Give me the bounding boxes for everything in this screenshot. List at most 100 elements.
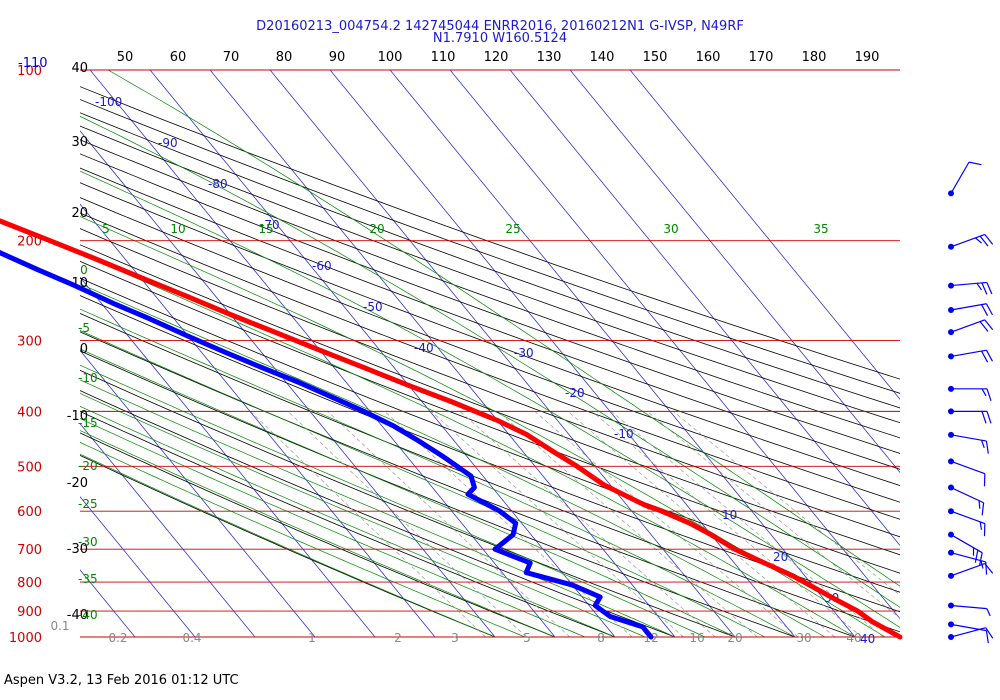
wind-barb-flag (981, 502, 985, 516)
moist-adiabat-line (80, 405, 616, 637)
dry-adiabat-label: 25 (505, 222, 520, 236)
wind-barb-staff (950, 233, 986, 248)
wind-barb-flag (981, 350, 989, 363)
dry-adiabat-line (80, 295, 900, 613)
wind-barb-staff (950, 627, 986, 638)
top-temp-tick-label: 50 (117, 50, 134, 65)
wind-barb-staff (950, 281, 987, 287)
pressure-tick-label: 500 (17, 460, 42, 475)
wind-barb (948, 281, 993, 295)
moist-adiabat-line (80, 330, 766, 637)
isotherm-line (80, 422, 256, 637)
isotherm-line (149, 70, 616, 637)
isotherm-label: -90 (158, 136, 178, 150)
moist-adiabat-line (80, 393, 646, 637)
dry-adiabat-label: 10 (170, 222, 185, 236)
mixing-ratio-label: 1 (308, 631, 316, 645)
top-temp-tick-label: 60 (170, 50, 187, 65)
wind-barb (948, 458, 986, 487)
moist-adiabat-label: 0 (80, 263, 88, 277)
isotherm-line (80, 276, 376, 637)
isotherm-label: -30 (514, 346, 534, 360)
chart-subtitle: N1.7910 W160.5124 (432, 31, 568, 46)
mixing-ratio-line (497, 411, 758, 637)
wind-barb-staff (950, 552, 986, 563)
isotherm-line (629, 70, 900, 400)
dry-adiabat-line (80, 112, 900, 409)
wind-barb-staff (950, 486, 984, 504)
dry-adiabat-line (80, 228, 900, 538)
mixing-ratio-label: 20 (727, 631, 742, 645)
temperature-trace (0, 218, 903, 640)
mixing-ratio-label: 3 (451, 631, 459, 645)
wind-barb-flag (979, 521, 983, 530)
top-temp-tick-label: 170 (749, 50, 774, 65)
wind-barb-staff (950, 434, 987, 442)
wind-barb-flag (968, 161, 982, 166)
mixing-ratio-label: 5 (523, 631, 531, 645)
height-tick-label: 20 (71, 206, 88, 221)
moist-adiabat-label: -5 (78, 321, 90, 335)
plot-area (80, 70, 900, 637)
top-temp-tick-label: 150 (643, 50, 668, 65)
wind-barb-flag (984, 234, 994, 245)
top-temp-tick-label: 110 (431, 50, 456, 65)
moist-adiabat-line (80, 418, 586, 637)
moist-adiabat-line (80, 453, 496, 637)
wind-barb (948, 385, 992, 402)
dry-adiabat-line (80, 313, 900, 633)
isotherm-label: -40 (414, 341, 434, 355)
moist-adiabat-label: -10 (78, 371, 98, 385)
isotherm-label: -50 (363, 300, 383, 314)
mixing-ratio-label: 30 (796, 631, 811, 645)
wind-barb-flag (979, 321, 989, 332)
dry-adiabat-line (80, 197, 900, 503)
mixing-ratio-label: 16 (689, 631, 704, 645)
wind-barb (948, 161, 982, 197)
wind-barb-staff (950, 349, 987, 358)
top-temp-tick-label: 100 (378, 50, 403, 65)
wind-barb (948, 549, 988, 575)
mixing-ratio-label: 0.4 (182, 631, 201, 645)
pressure-tick-label: 300 (17, 335, 42, 350)
moist-adiabat-label: -15 (78, 416, 98, 430)
wind-barb (948, 484, 985, 516)
moist-adiabat-label: -40 (78, 608, 98, 622)
top-temp-tick-label: 70 (223, 50, 240, 65)
height-tick-label: -20 (67, 476, 88, 491)
moist-adiabat-line (80, 348, 736, 637)
wind-barb-flag (974, 550, 979, 563)
top-temp-tick-label: 180 (802, 50, 827, 65)
moist-adiabat-label: -25 (78, 497, 98, 511)
isotherm-line (80, 130, 496, 637)
moist-adiabat-line (80, 216, 886, 637)
moist-adiabat-line (80, 170, 900, 628)
dry-adiabat-line (80, 369, 736, 637)
moist-adiabat-line (80, 364, 706, 637)
mixing-ratio-label: 0.1 (50, 619, 69, 633)
wind-barb-flag (981, 388, 987, 397)
wind-barb-staff (950, 319, 986, 333)
isotherm-line (269, 70, 736, 637)
mixing-ratio-line (672, 411, 900, 596)
pressure-tick-label: 1000 (9, 631, 42, 646)
moist-adiabat-line (80, 430, 556, 637)
wind-barb-flag (979, 552, 983, 566)
mixing-ratio-line (591, 411, 863, 637)
isotherm-line (509, 70, 900, 547)
top-temp-tick-label: 140 (590, 50, 615, 65)
dry-adiabat-line (80, 411, 616, 637)
mixing-ratio-label: 8 (597, 631, 605, 645)
wind-barb-staff (950, 562, 986, 577)
isotherm-label: -10 (614, 427, 634, 441)
isotherm-line (569, 70, 900, 473)
pressure-tick-label: 100 (17, 64, 42, 79)
pressure-tick-label: 900 (17, 605, 42, 620)
dry-adiabat-line (80, 331, 856, 637)
moist-adiabat-line (80, 441, 526, 637)
isotherm-line (209, 70, 676, 637)
isotherm-label: 40 (860, 632, 875, 646)
moist-adiabat-line (80, 253, 856, 637)
dry-adiabat-line (80, 260, 900, 574)
